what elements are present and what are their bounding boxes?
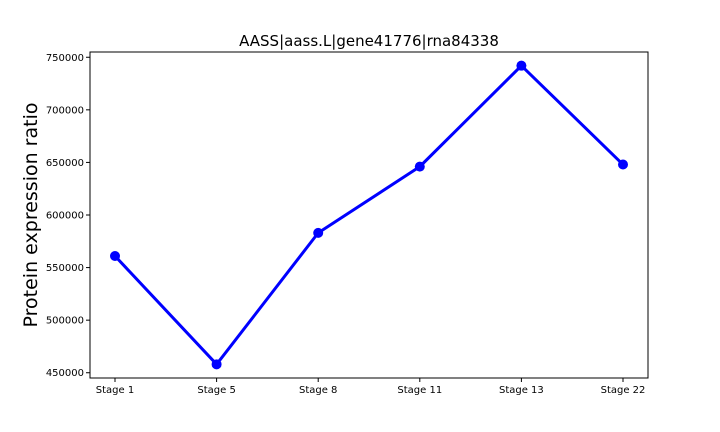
series-layer <box>110 60 628 370</box>
x-axis: Stage 1 Stage 5 Stage 8 Stage 11 Stage 13 Sta… <box>96 378 646 396</box>
x-tick-label: Stage 8 <box>299 385 337 396</box>
plot-frame <box>89 51 649 379</box>
data-point <box>618 159 628 170</box>
series-line <box>113 64 625 366</box>
x-tick-label: Stage 22 <box>601 385 646 396</box>
y-tick-label: 550000 <box>46 263 84 274</box>
y-axis: 450000 500000 550000 600000 650000 700000 7500… <box>46 53 90 379</box>
x-tick-label: Stage 13 <box>499 385 544 396</box>
data-point <box>313 227 324 238</box>
chart-title: AASS|aass.L|gene41776|rna84338 <box>239 32 499 50</box>
plot-background <box>90 52 648 378</box>
y-axis-label: Protein expression ratio <box>20 103 42 328</box>
data-point <box>110 251 120 262</box>
y-tick-label: 650000 <box>46 158 84 169</box>
x-tick-label: Stage 5 <box>197 385 235 396</box>
data-point <box>414 161 425 172</box>
y-tick-label: 600000 <box>46 211 84 222</box>
y-tick-label: 700000 <box>46 105 84 116</box>
x-tick-label: Stage 1 <box>96 385 134 396</box>
y-tick-label: 500000 <box>46 316 84 327</box>
y-tick-label: 450000 <box>46 368 84 379</box>
y-tick-label: 750000 <box>46 53 84 64</box>
x-tick-label: Stage 11 <box>397 385 442 396</box>
data-point <box>516 60 527 71</box>
data-point <box>211 359 222 370</box>
